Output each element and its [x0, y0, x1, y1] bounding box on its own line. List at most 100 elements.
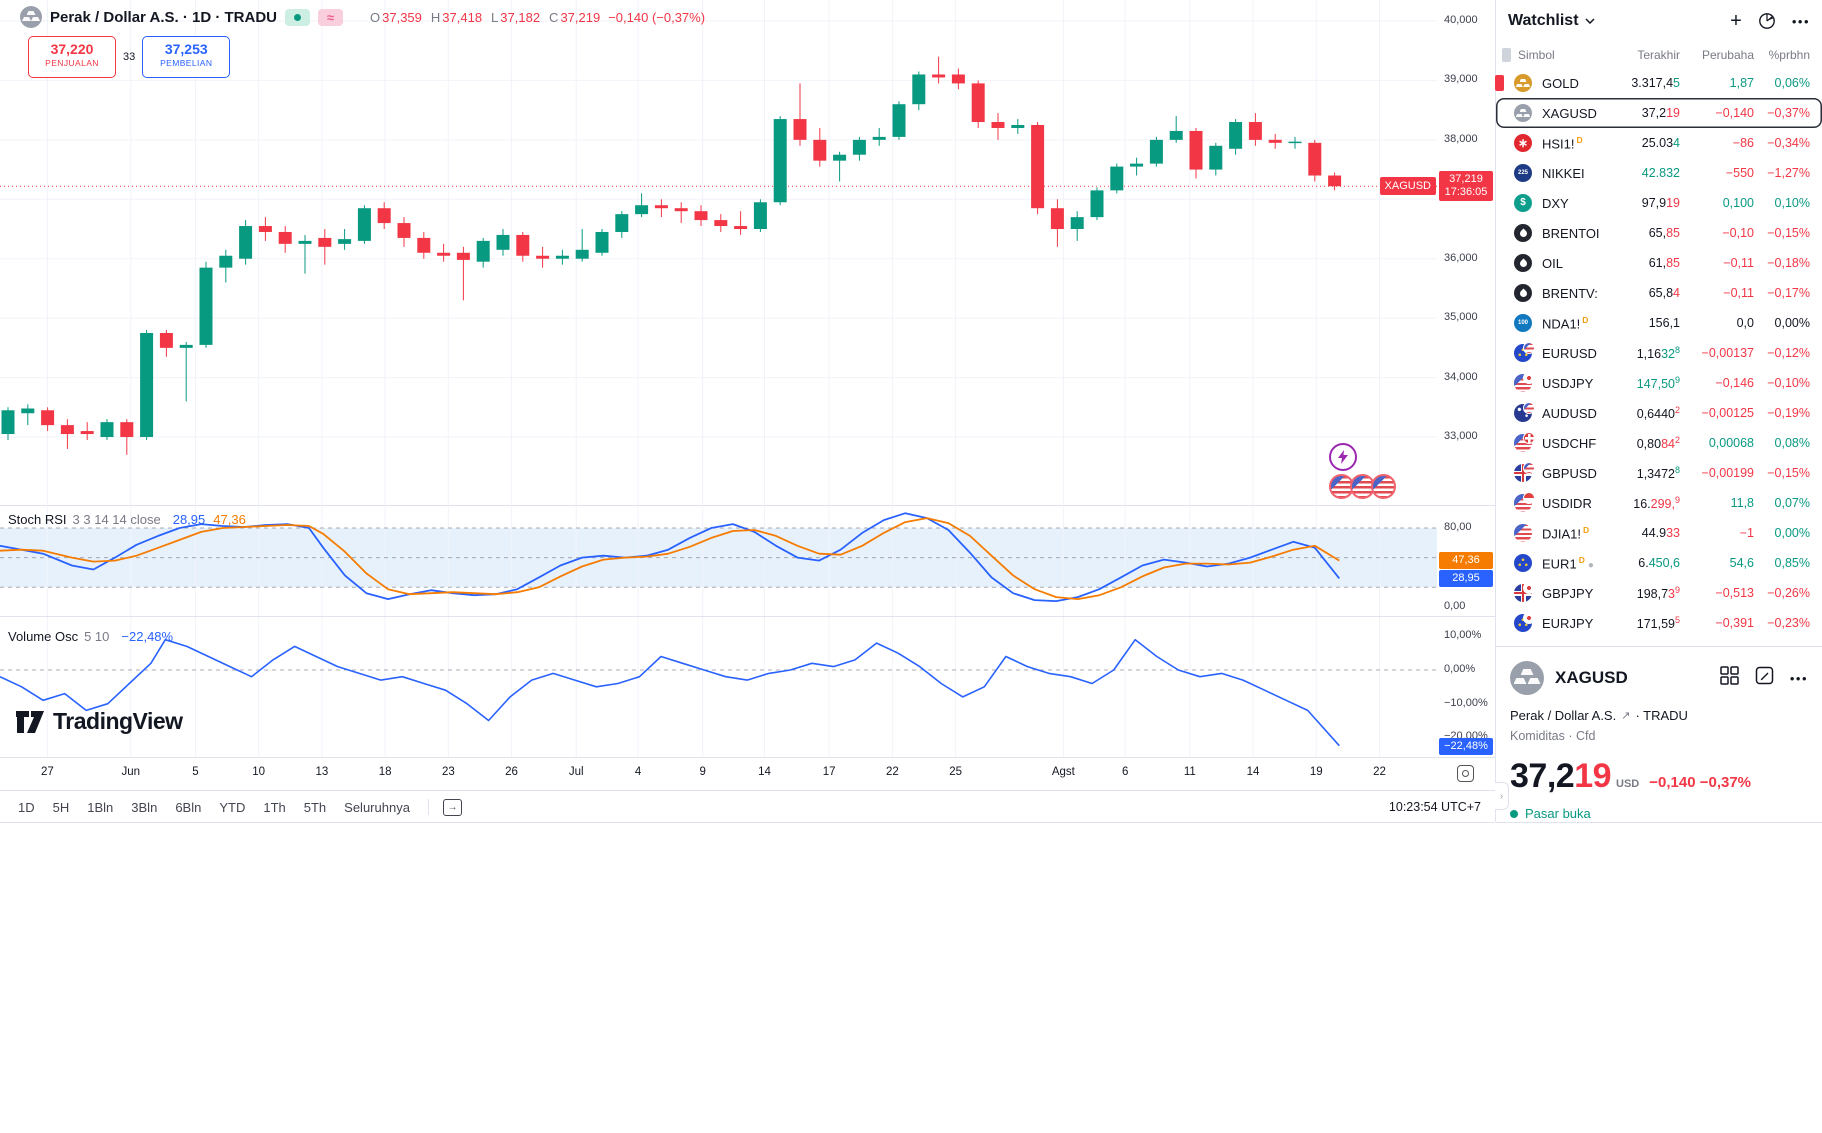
pane-divider[interactable] — [0, 616, 1495, 617]
watchlist-more-icon[interactable]: ••• — [1791, 13, 1810, 29]
price-axis-label: 35,000 — [1444, 311, 1478, 324]
pane-divider[interactable] — [0, 505, 1495, 506]
watchlist-row-HSI1![interactable]: ∗ HSI1! D 25.034 −86 −0,34% — [1496, 128, 1822, 158]
watchlist-row-XAGUSD[interactable]: XAGUSD 37,219 −0,140 −0,37% — [1496, 98, 1822, 128]
us-flag-event-icon[interactable] — [1371, 474, 1396, 499]
external-link-icon[interactable]: ↗ — [1621, 710, 1631, 722]
row-last-price: 97,919 — [1641, 196, 1680, 210]
row-last-price: 25.034 — [1641, 136, 1680, 150]
volume-osc-label[interactable]: Volume Osc 5 10 −22,48% — [8, 629, 173, 644]
price-axis-label: 34,000 — [1444, 370, 1478, 383]
clock-timezone[interactable]: 10:23:54 UTC+7 — [1388, 800, 1481, 814]
watchlist-row-USDJPY[interactable]: USDJPY 147,509 −0,146 −0,10% — [1496, 368, 1822, 398]
column-percent[interactable]: %prbhn — [1768, 48, 1810, 62]
eu-flag-icon — [1514, 554, 1532, 572]
stoch-rsi-pane-canvas[interactable] — [0, 507, 1437, 617]
row-change-percent: −0,17% — [1767, 286, 1810, 300]
watchlist-row-EUR1[interactable]: EUR1 D● 6.450,6 54,6 0,85% — [1496, 548, 1822, 578]
row-change-percent: 0,07% — [1774, 496, 1810, 510]
ohlc-readout: O 37,359 H 37,418 L 37,182 C 37,219 −0,140 (−0,3… — [370, 9, 706, 25]
tradingview-logo[interactable]: TradingView — [16, 708, 183, 735]
volume-osc-name: Volume Osc — [8, 629, 79, 644]
au-us-flag-icon — [1514, 402, 1535, 422]
range-button-1Bln[interactable]: 1Bln — [87, 799, 114, 815]
watchlist-row-USDCHF[interactable]: USDCHF 0,80842 0,00068 0,08% — [1496, 428, 1822, 458]
watchlist-row-BRENTV:[interactable]: BRENTV: 65,84 −0,11 −0,17% — [1496, 278, 1822, 308]
watchlist-row-EURUSD[interactable]: EURUSD 1,16328 −0,00137 −0,12% — [1496, 338, 1822, 368]
column-perubahan[interactable]: Perubaha — [1701, 48, 1754, 62]
stoch-rsi-label[interactable]: Stoch RSI 3 3 14 14 close 28,95 47,36 — [8, 512, 246, 527]
watchlist-row-GOLD[interactable]: GOLD 3.317,45 1,87 0,06% — [1495, 68, 1822, 98]
watchlist-row-DJIA1![interactable]: DJIA1! D 44.933 −1 0,00% — [1496, 518, 1822, 548]
go-to-date-icon[interactable]: → — [442, 798, 462, 816]
range-button-1Th[interactable]: 1Th — [263, 799, 286, 815]
detail-price-fraction: 19 — [1574, 757, 1612, 795]
watchlist-title-menu[interactable]: Watchlist — [1508, 12, 1595, 30]
row-symbol: USDIDR — [1542, 495, 1592, 511]
time-axis[interactable]: 27 Jun 5 10 13 18 23 26 Jul 4 9 14 17 22 25 Agst 6 11 14 19… — [0, 758, 1437, 790]
watchlist-row-OIL[interactable]: OIL 61,85 −0,11 −0,18% — [1496, 248, 1822, 278]
grid-layout-icon[interactable] — [1720, 666, 1739, 690]
edit-note-icon[interactable] — [1755, 666, 1774, 690]
us-jp-flag-icon — [1514, 372, 1535, 392]
detail-price-row: 37,2 19 USD −0,140 −0,37% — [1510, 757, 1808, 796]
range-button-6Bln[interactable]: 6Bln — [175, 799, 202, 815]
row-change-percent: −0,18% — [1767, 256, 1810, 270]
symbol-title[interactable]: Perak / Dollar A.S. · 1D · TRADU — [50, 8, 277, 26]
range-buttons: 1D 5H 1Bln 3Bln 6Bln YTD 1Th 5Th Seluruhnya — [0, 800, 410, 815]
row-change-percent: −1,27% — [1767, 166, 1810, 180]
row-change: −86 — [1732, 136, 1754, 150]
watchlist-row-NDA1![interactable]: 100 NDA1! D 156,1 0,0 0,00% — [1496, 308, 1822, 338]
watchlist-row-GBPUSD[interactable]: GBPUSD 1,34728 −0,00199 −0,15% — [1496, 458, 1822, 488]
watchlist-row-NIKKEI[interactable]: 225 NIKKEI 42.832 −550 −1,27% — [1496, 158, 1822, 188]
toolbar-divider — [427, 799, 429, 815]
watchlist-header: Watchlist + ••• — [1496, 0, 1822, 42]
row-change: −0,146 — [1715, 376, 1754, 390]
price-scale[interactable]: 40,000 39,000 38,000 36,000 35,000 34,000 33,0… — [1437, 0, 1495, 822]
volume-osc-pane-canvas[interactable] — [0, 617, 1437, 757]
detail-currency: USD — [1616, 778, 1640, 790]
row-change-percent: 0,10% — [1774, 196, 1810, 210]
column-terakhir[interactable]: Terakhir — [1637, 48, 1680, 62]
add-symbol-button[interactable]: + — [1730, 10, 1742, 32]
flag-column-icon[interactable] — [1502, 48, 1511, 62]
axis-settings-icon[interactable] — [1457, 765, 1474, 782]
watchlist-row-BRENTOI[interactable]: BRENTOI 65,85 −0,10 −0,15% — [1496, 218, 1822, 248]
row-last-price: 44.933 — [1641, 526, 1680, 540]
jp-flag-overlay-icon — [1523, 612, 1535, 624]
column-simbol[interactable]: Simbol — [1518, 48, 1555, 62]
watchlist-sidebar: Watchlist + ••• Simbol Terakhir Perubaha… — [1495, 0, 1822, 823]
watchlist-row-DXY[interactable]: $ DXY 97,919 0,100 0,10% — [1496, 188, 1822, 218]
range-button-1D[interactable]: 1D — [18, 799, 35, 815]
time-tick: 19 — [1309, 766, 1323, 778]
detail-more-icon[interactable]: ••• — [1789, 670, 1808, 686]
market-status-pill[interactable] — [285, 8, 310, 26]
row-change-percent: 0,06% — [1774, 76, 1810, 90]
buy-button[interactable]: 37,253 PEMBELIAN — [142, 36, 231, 78]
range-button-Seluruhnya[interactable]: Seluruhnya — [344, 799, 410, 815]
range-button-5H[interactable]: 5H — [52, 799, 70, 815]
watchlist-row-USDIDR[interactable]: USDIDR 16.299,9 11,8 0,07% — [1496, 488, 1822, 518]
sidebar-collapse-handle[interactable]: › — [1495, 782, 1509, 810]
stoch-d-tag: 47,36 — [1439, 552, 1493, 570]
range-button-5Th[interactable]: 5Th — [303, 799, 327, 815]
range-button-YTD[interactable]: YTD — [219, 799, 246, 815]
range-button-3Bln[interactable]: 3Bln — [131, 799, 158, 815]
sell-button[interactable]: 37,220 PENJUALAN — [28, 36, 116, 78]
watchlist-row-EURJPY[interactable]: EURJPY 171,595 −0,391 −0,23% — [1496, 608, 1822, 638]
watchlist-row-GBPJPY[interactable]: GBPJPY 198,739 −0,513 −0,26% — [1496, 578, 1822, 608]
time-tick: 23 — [441, 766, 455, 778]
watchlist-row-AUDUSD[interactable]: AUDUSD 0,64402 −0,00125 −0,19% — [1496, 398, 1822, 428]
market-status-text: Pasar buka — [1525, 806, 1591, 821]
price-chart-canvas[interactable] — [0, 0, 1437, 506]
row-last-price: 3.317,45 — [1631, 76, 1680, 90]
sell-price: 37,220 — [50, 41, 94, 57]
red-flag-marker-icon[interactable] — [1495, 75, 1504, 91]
stoch-rsi-d-value: 47,36 — [213, 512, 246, 527]
row-symbol: DXY — [1542, 195, 1569, 211]
lightning-event-icon[interactable] — [1329, 443, 1357, 471]
price-axis-label: 33,000 — [1444, 430, 1478, 442]
sector-pie-icon[interactable] — [1758, 12, 1776, 30]
approx-data-pill[interactable]: ≈ — [318, 8, 343, 26]
volume-osc-params: 5 10 — [84, 629, 110, 644]
